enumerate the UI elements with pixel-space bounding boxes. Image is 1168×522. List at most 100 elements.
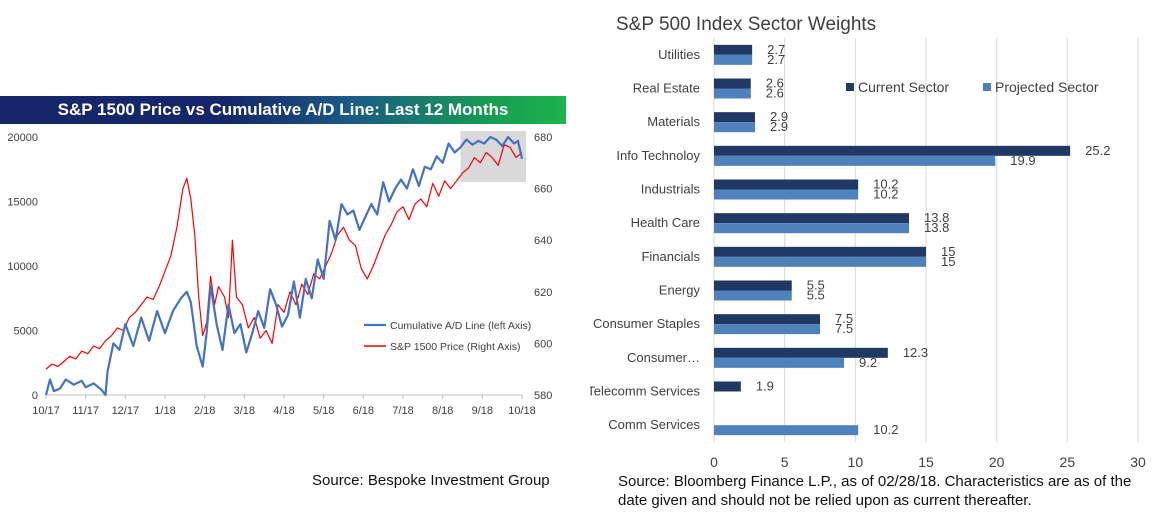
- data-label: 7.5: [835, 321, 853, 336]
- x-tick-label: 11/17: [72, 405, 99, 417]
- data-label: 9.2: [859, 355, 877, 370]
- data-label: 5.5: [807, 278, 825, 293]
- legend-label: S&P 1500 Price (Right Axis): [390, 341, 521, 353]
- projected-bar: [714, 122, 755, 133]
- left-chart-source: Source: Bespoke Investment Group: [312, 472, 550, 489]
- category-label: Industrials: [641, 182, 701, 197]
- y-left-tick-label: 0: [32, 390, 38, 402]
- projected-bar: [714, 256, 926, 267]
- data-label: 10.2: [873, 177, 898, 192]
- x-tick-label: 1/18: [154, 405, 175, 417]
- right-chart-panel: S&P 500 Index Sector Weights 0 5 10 15 20 25 3…: [590, 0, 1168, 522]
- x-tick-label: 6/18: [353, 405, 374, 417]
- right-chart-source: Source: Bloomberg Finance L.P., as of 02…: [618, 473, 1132, 509]
- x-tick-label: 7/18: [392, 405, 413, 417]
- current-bar: [714, 145, 1071, 156]
- legend-label: Projected Sector: [995, 79, 1099, 95]
- data-label: 2.7: [767, 52, 785, 67]
- x-tick-label: 0: [710, 454, 718, 470]
- data-label: 1.9: [756, 379, 774, 394]
- projected-bar: [714, 324, 820, 335]
- x-tick-label: 5/18: [313, 405, 334, 417]
- category-label: Comm Services: [608, 417, 700, 432]
- y-right-tick-label: 600: [534, 338, 552, 350]
- category-label: Energy: [659, 283, 701, 298]
- x-tick-label: 12/17: [112, 405, 140, 417]
- current-bar: [714, 347, 888, 358]
- data-label: 25.2: [1085, 143, 1110, 158]
- x-tick-label: 15: [918, 454, 934, 470]
- projected-bar: [714, 155, 996, 166]
- x-tick-label: 20: [989, 454, 1005, 470]
- legend-label: Current Sector: [858, 79, 949, 95]
- projected-bar: [714, 88, 751, 99]
- category-label: Health Care: [631, 215, 700, 230]
- data-label: 10.2: [873, 187, 898, 202]
- current-bar: [714, 44, 753, 55]
- y-left-tick-label: 10000: [7, 261, 38, 273]
- current-bar: [714, 314, 820, 325]
- category-label: Consumer Staples: [593, 316, 700, 331]
- category-label: Materials: [647, 114, 700, 129]
- y-left-tick-label: 5000: [14, 326, 38, 338]
- current-bar: [714, 246, 926, 257]
- y-right-tick-label: 660: [534, 184, 552, 196]
- x-tick-label: 8/18: [432, 405, 453, 417]
- projected-bar: [714, 189, 859, 200]
- data-label: 12.3: [903, 345, 928, 360]
- left-chart-title: S&P 1500 Price vs Cumulative A/D Line: L…: [0, 96, 566, 124]
- data-label: 2.9: [770, 119, 788, 134]
- legend-swatch: [983, 83, 991, 91]
- x-tick-label: 10/18: [508, 405, 536, 417]
- y-right-tick-label: 640: [534, 235, 552, 247]
- y-right-tick-label: 580: [534, 390, 552, 402]
- data-label: 13.8: [924, 220, 949, 235]
- current-bar: [714, 280, 792, 291]
- legend-swatch: [846, 83, 854, 91]
- y-right-tick-label: 680: [534, 132, 552, 144]
- x-tick-label: 10/17: [32, 405, 60, 417]
- current-bar: [714, 78, 751, 89]
- y-left-tick-label: 15000: [7, 197, 38, 209]
- x-tick-label: 9/18: [472, 405, 493, 417]
- projected-bar: [714, 357, 845, 368]
- x-tick-label: 3/18: [234, 405, 255, 417]
- data-label: 10.2: [873, 422, 898, 437]
- current-bar: [714, 179, 859, 190]
- projected-bar: [714, 425, 859, 436]
- x-tick-label: 5: [781, 454, 789, 470]
- data-label: 19.9: [1010, 153, 1035, 168]
- data-label: 15: [941, 254, 955, 269]
- category-label: Utilities: [658, 47, 700, 62]
- data-label: 7.5: [835, 311, 853, 326]
- current-bar: [714, 112, 755, 123]
- ad-line-chart: 0 5000 10000 15000 20000 580 600 620 640 660 680 10…: [7, 131, 552, 417]
- category-label: Real Estate: [633, 81, 700, 96]
- ad-line-series: [44, 135, 524, 397]
- data-label: 13.8: [924, 210, 949, 225]
- right-chart-title: S&P 500 Index Sector Weights: [616, 14, 877, 35]
- current-bar: [714, 381, 741, 392]
- x-tick-label: 10: [848, 454, 864, 470]
- data-label: 15: [941, 244, 955, 259]
- data-label: 2.6: [766, 86, 784, 101]
- current-bar: [714, 213, 910, 224]
- data-label: 2.6: [766, 76, 784, 91]
- sector-weights-chart: 0 5 10 15 20 25 30 Utilities 2.72.7 Real Estate 2.…: [590, 38, 1146, 470]
- x-tick-label: 25: [1060, 454, 1076, 470]
- category-label: Telecomm Services: [590, 384, 700, 399]
- data-label: 2.7: [767, 42, 785, 57]
- category-label: Financials: [641, 249, 700, 264]
- legend-label: Cumulative A/D Line (left Axis): [390, 320, 531, 332]
- price-series: [45, 144, 523, 370]
- x-tick-label: 2/18: [194, 405, 215, 417]
- data-label: 5.5: [807, 288, 825, 303]
- data-label: 2.9: [770, 109, 788, 124]
- y-right-tick-label: 620: [534, 287, 552, 299]
- x-tick-label: 4/18: [273, 405, 294, 417]
- left-chart-panel: S&P 1500 Price vs Cumulative A/D Line: L…: [0, 96, 566, 489]
- projected-bar: [714, 223, 910, 234]
- projected-bar: [714, 54, 753, 65]
- category-label: Info Technoloy: [616, 148, 700, 163]
- x-tick-label: 30: [1130, 454, 1146, 470]
